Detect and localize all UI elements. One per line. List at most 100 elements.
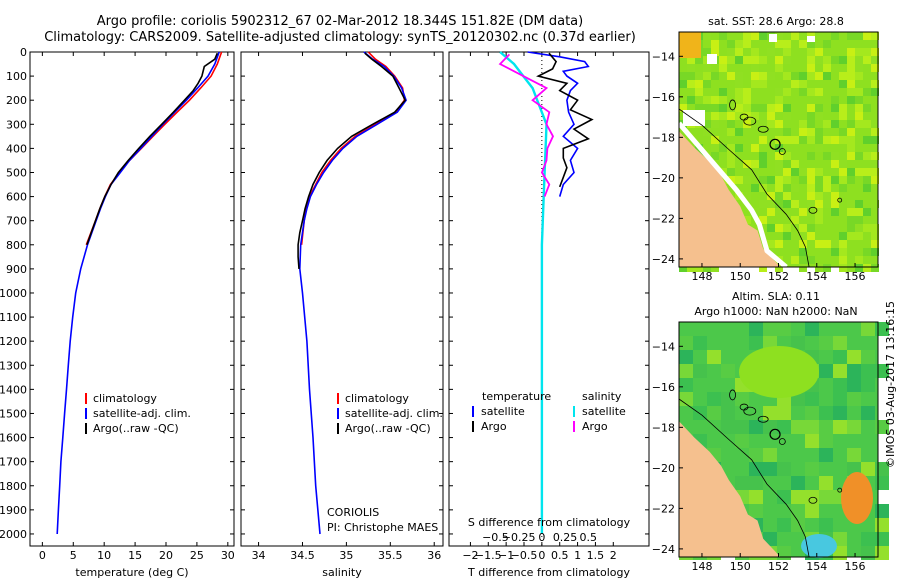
sst_map-cell <box>791 136 799 144</box>
sla_map-cell <box>735 476 749 490</box>
sst_map-cell <box>847 144 855 152</box>
sst_map-cell <box>727 112 735 120</box>
sst_map-cell <box>687 264 695 272</box>
sst_map-cell <box>719 96 727 104</box>
sst_map-cell <box>839 168 847 176</box>
reef-outline <box>808 206 818 214</box>
sst_map-cell <box>815 200 823 208</box>
sst_map-cell <box>775 152 783 160</box>
sst_map-cell <box>799 80 807 88</box>
salinity-xtick-label: 36 <box>427 549 441 562</box>
sst_map-cell <box>807 224 815 232</box>
sst_map-cell <box>815 48 823 56</box>
sla_map-cell <box>805 504 819 518</box>
sst_map-cell <box>839 72 847 80</box>
temperature-panel: 0 5 10 15 20 25 30 temperature (deg C) 0 100 200 30… <box>0 46 235 579</box>
sst_map-cell <box>799 72 807 80</box>
difference-xtick-label: 0 <box>538 549 545 562</box>
sst_map-cell <box>863 168 871 176</box>
sst_map-cell <box>871 80 879 88</box>
sla_map-cell <box>833 350 847 364</box>
reef-outline <box>778 438 786 445</box>
legend-label: satellite <box>582 405 626 418</box>
sst_map-cell <box>791 160 799 168</box>
legend-label: Argo <box>582 420 608 433</box>
sst_map-cell <box>743 112 751 120</box>
sst_map-cell <box>871 88 879 96</box>
sst_map-cell <box>735 80 743 88</box>
depth-tick-label: 1200 <box>0 335 27 348</box>
sst_map-cell <box>831 136 839 144</box>
sst_map-cell <box>839 240 847 248</box>
sla_map-cell <box>707 350 721 364</box>
sla_map-cell <box>693 336 707 350</box>
sst_map-cell <box>847 56 855 64</box>
sst_map-cell <box>863 56 871 64</box>
sst_map-cell <box>855 208 863 216</box>
sst_map-cell <box>767 240 775 248</box>
sst_map-cell <box>695 56 703 64</box>
sst_map-cell <box>735 144 743 152</box>
sla_map-cell <box>847 350 861 364</box>
sst_map-cell <box>855 216 863 224</box>
sst_map-cell <box>783 104 791 112</box>
sla_map-cell <box>679 378 693 392</box>
sst_map-cell <box>871 248 879 256</box>
sst_map-cell <box>711 120 719 128</box>
difference-xtick-label: −1.5 <box>475 549 502 562</box>
sst_map-cell <box>775 224 783 232</box>
sst_map-cell <box>815 192 823 200</box>
sla_map-cell <box>679 350 693 364</box>
sst_map-cell <box>855 112 863 120</box>
sst_map-cell <box>759 160 767 168</box>
sst_map-cell <box>775 32 783 40</box>
reef-outline <box>729 99 736 111</box>
sla_map-cell <box>777 406 791 420</box>
sst_map-cell <box>743 56 751 64</box>
sst_map-cell <box>839 256 847 264</box>
sla_map-cell <box>679 392 693 406</box>
sst_map-cell <box>775 160 783 168</box>
sst_map-cell <box>799 232 807 240</box>
sst_map-cell <box>823 184 831 192</box>
sla_map-cell <box>819 420 833 434</box>
sst_map-cell <box>855 72 863 80</box>
sst_map-cell <box>703 72 711 80</box>
temperature-xtick-label: 30 <box>221 549 235 562</box>
sst_map-cell <box>775 176 783 184</box>
temperature-xlabel: temperature (deg C) <box>75 566 188 579</box>
sla_map-cell <box>735 420 749 434</box>
sst_map-cell <box>855 64 863 72</box>
sst_map-cell <box>695 104 703 112</box>
sst_map-cell <box>767 104 775 112</box>
depth-tick-label: 1700 <box>0 456 27 469</box>
sla_map-cell <box>819 476 833 490</box>
sst_map-cell <box>751 80 759 88</box>
sla_map-land <box>679 421 781 557</box>
sst_map-cell <box>711 72 719 80</box>
annotation-line: CORIOLIS <box>327 506 379 519</box>
sla_map-cell <box>833 532 847 546</box>
difference-xtick-label: 1.5 <box>587 549 605 562</box>
sla-high-patch <box>841 472 873 524</box>
sla_map-cell <box>707 392 721 406</box>
sst_map-cell <box>703 64 711 72</box>
sst_map-cell <box>847 224 855 232</box>
legend-label: climatology <box>345 392 409 405</box>
sst_map-cell <box>751 32 759 40</box>
sst_map-cell <box>855 256 863 264</box>
sst_map-cell <box>751 160 759 168</box>
sst_map-cell <box>687 80 695 88</box>
sst_map-cell <box>831 32 839 40</box>
temperature-xtick-label: 25 <box>190 549 204 562</box>
imos-stamp: ©IMOS 03-Aug-2017 13:16:15 <box>884 301 897 468</box>
sst_map-cell <box>871 240 879 248</box>
sst_map-cell <box>839 264 847 272</box>
sst_map-cell <box>783 192 791 200</box>
sla_map-cell <box>833 378 847 392</box>
sst_map-cell <box>727 48 735 56</box>
depth-tick-label: 1300 <box>0 359 27 372</box>
sla_map-cell <box>791 476 805 490</box>
sst_map-cell <box>775 64 783 72</box>
sst_map-cell <box>863 208 871 216</box>
